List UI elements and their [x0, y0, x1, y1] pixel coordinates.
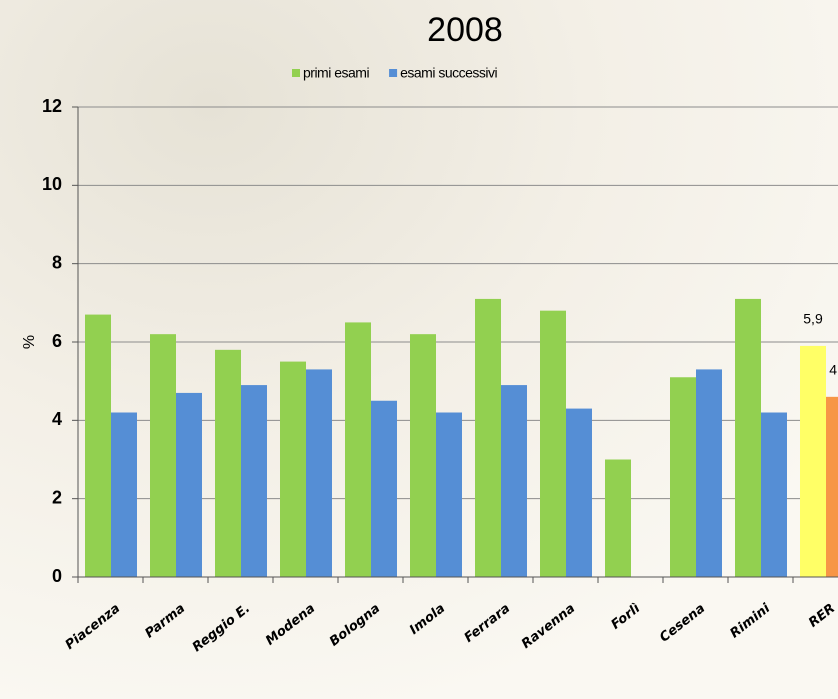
bar — [670, 377, 696, 577]
bar — [475, 298, 501, 577]
bar — [696, 369, 722, 577]
data-label: 5,9 — [803, 311, 823, 327]
bar — [345, 322, 371, 577]
bar — [85, 314, 111, 577]
y-tick-label: 12 — [42, 96, 62, 116]
y-axis-label: % — [21, 335, 38, 349]
data-label: 4,6 — [829, 362, 838, 378]
chart-title: 2008 — [427, 11, 503, 49]
bar — [501, 385, 527, 577]
bar — [150, 334, 176, 577]
bar — [111, 412, 137, 577]
y-tick-label: 4 — [52, 409, 62, 429]
bar — [371, 400, 397, 577]
bar — [566, 408, 592, 577]
bar — [410, 334, 436, 577]
bar — [605, 459, 631, 577]
y-tick-label: 8 — [52, 252, 62, 272]
bar — [280, 361, 306, 577]
y-tick-label: 10 — [42, 174, 62, 194]
bar — [735, 298, 761, 577]
bar — [761, 412, 787, 577]
bar — [241, 385, 267, 577]
legend-swatch — [389, 69, 398, 77]
bar — [176, 392, 202, 577]
legend-label: primi esami — [303, 65, 369, 81]
y-tick-label: 0 — [52, 566, 62, 586]
y-tick-label: 2 — [52, 487, 62, 507]
bar — [306, 369, 332, 577]
bar — [826, 396, 838, 577]
bar — [436, 412, 462, 577]
y-tick-label: 6 — [52, 331, 62, 351]
bar — [540, 310, 566, 577]
bar — [800, 345, 826, 577]
legend-label: esami successivi — [400, 65, 497, 81]
bar — [215, 349, 241, 577]
legend-swatch — [292, 69, 300, 77]
